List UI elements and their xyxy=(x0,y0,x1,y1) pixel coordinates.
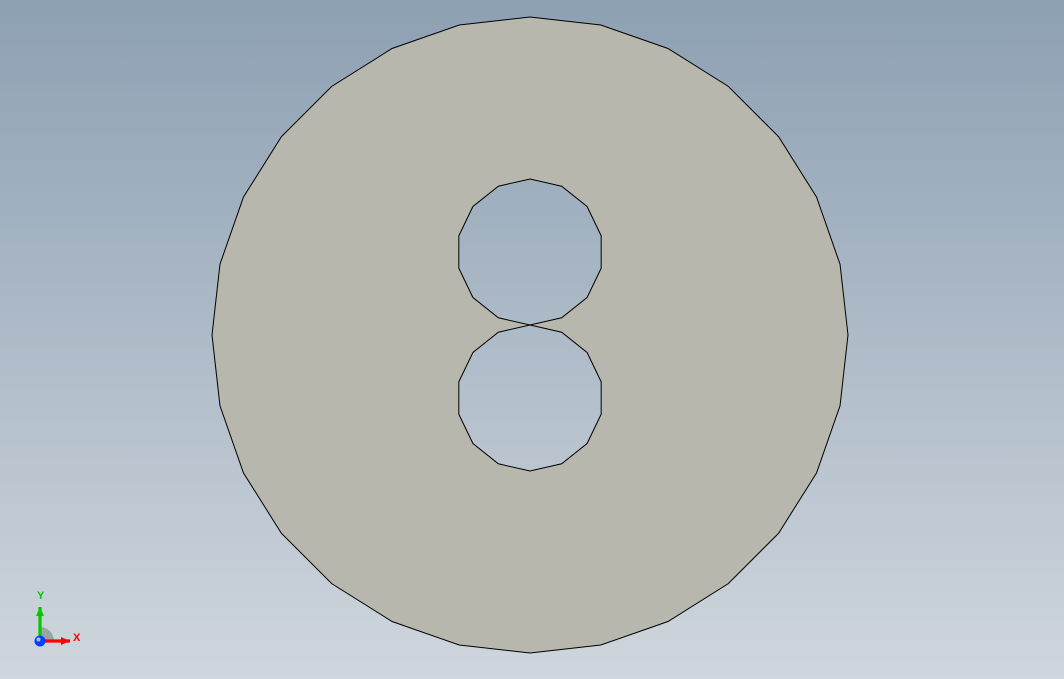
axis-z-dot[interactable] xyxy=(35,636,46,647)
axis-triad[interactable]: X Y xyxy=(15,584,95,664)
axis-x-label: X xyxy=(73,632,80,644)
axis-z-highlight xyxy=(37,638,41,642)
axis-y-label: Y xyxy=(37,590,44,602)
axis-triad-svg xyxy=(15,584,95,664)
cad-3d-viewport[interactable]: X Y xyxy=(0,0,1064,679)
scene-svg xyxy=(0,0,1064,679)
